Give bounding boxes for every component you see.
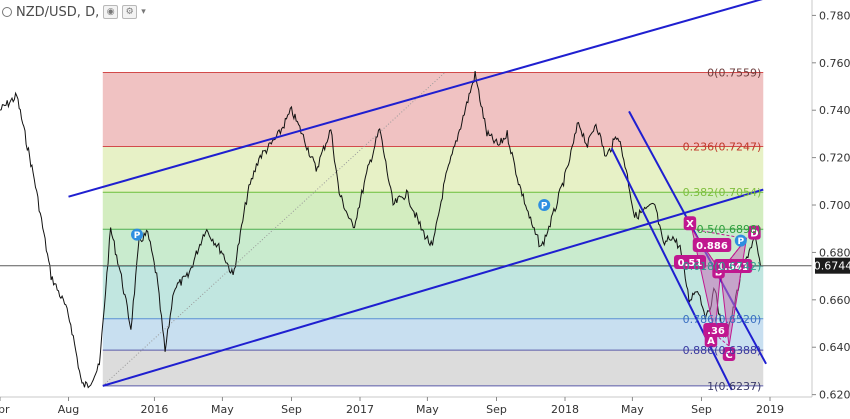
fib-label: 0.5(0.6898): [697, 223, 762, 236]
pattern-point-C-bg: [722, 347, 736, 362]
pivot-marker: [131, 228, 144, 241]
x-tick-label: 2017: [346, 403, 374, 416]
x-tick-label: 2018: [551, 403, 579, 416]
symbol-title: NZD/USD, D,: [16, 4, 100, 20]
last-price-badge: [815, 257, 850, 274]
x-tick-label: Aug: [58, 403, 79, 416]
fib-label: 0.786(0.6520): [683, 313, 762, 326]
fib-retracement[interactable]: [102, 72, 764, 387]
fib-band: [102, 318, 764, 351]
fib-band: [102, 146, 764, 193]
last-price-label: 0.6744: [814, 260, 850, 273]
pattern-ratio: .36: [707, 326, 725, 337]
pattern-ratio: 1.541: [717, 262, 749, 273]
fib-trend-line: [102, 72, 446, 387]
y-tick-label: 0.7800: [819, 9, 850, 22]
pattern-point-C: C: [725, 350, 732, 361]
pivot-markers: P P P: [131, 199, 747, 247]
pivot-marker: [538, 199, 551, 212]
pivot-label: P: [134, 231, 141, 241]
chevron-down-icon[interactable]: ▾: [141, 7, 146, 17]
gear-icon[interactable]: ⚙: [122, 5, 138, 19]
pattern-point-A: A: [707, 336, 715, 347]
pattern-ratio-bg: [692, 238, 732, 252]
pattern-ratio: 0.886: [696, 241, 728, 252]
pattern-point-D: D: [750, 229, 758, 240]
pattern-point-X: X: [686, 219, 694, 230]
fib-band: [102, 350, 764, 386]
status-dot: [2, 7, 12, 17]
fib-band: [102, 72, 764, 147]
fib-label: 1(0.6237): [707, 380, 761, 393]
pattern-ratio-bg: [713, 259, 753, 273]
x-tick-label: May: [416, 403, 439, 416]
chart-header: NZD/USD, D, ◉ ⚙ ▾: [2, 2, 146, 22]
fib-label: 0.618(0.6742): [683, 260, 762, 273]
fib-label: 0.886(0.6388): [683, 344, 762, 357]
fib-band: [102, 192, 764, 230]
x-tick-label: Sep: [486, 403, 507, 416]
x-tick-label: May: [621, 403, 644, 416]
pivot-label: P: [737, 237, 744, 247]
x-tick-label: 2019: [756, 403, 784, 416]
pattern-point-X-bg: [683, 216, 697, 231]
fib-label: 0.382(0.7054): [683, 186, 762, 199]
pivot-marker: [734, 234, 747, 247]
price-line: [0, 71, 761, 389]
fib-label: 0.236(0.7247): [683, 140, 762, 153]
pattern-ratio-line: [714, 333, 730, 347]
channel-line-falling-lower: [610, 147, 733, 391]
pivot-label: P: [541, 202, 548, 212]
pattern-ratio-bg: [674, 255, 706, 269]
eye-icon[interactable]: ◉: [103, 5, 119, 19]
x-tick-label: Sep: [691, 403, 712, 416]
channel-line-rising-lower: [102, 188, 764, 387]
fib-labels: 0(0.7559) 0.236(0.7247) 0.382(0.7054) 0.5(0…: [683, 67, 762, 393]
x-tick-label: May: [211, 403, 234, 416]
pattern-ratio: 0.51: [678, 258, 703, 269]
x-tick-label: 2016: [140, 403, 168, 416]
fib-label: 0(0.7559): [707, 67, 761, 80]
x-tick-label: Apr: [0, 403, 10, 416]
pattern-point-D-bg: [748, 225, 761, 240]
channel-line-rising-upper: [68, 0, 763, 198]
fib-band: [102, 266, 764, 319]
x-tick-label: Sep: [281, 403, 302, 416]
chart-grid: [102, 72, 446, 387]
pattern-ratio-bg: [703, 323, 729, 337]
fib-band: [102, 229, 764, 267]
